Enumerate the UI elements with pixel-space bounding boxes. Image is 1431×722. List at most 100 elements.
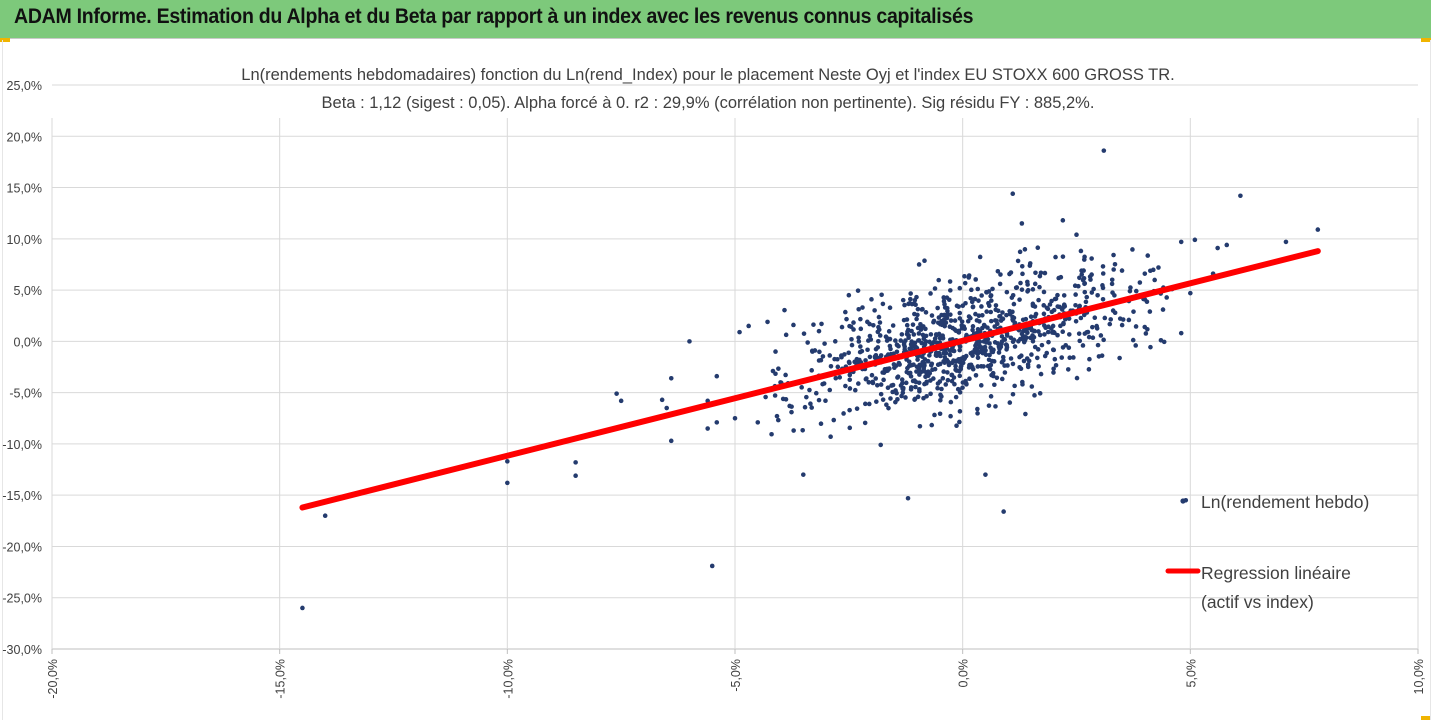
data-point: [505, 480, 510, 486]
data-point: [944, 295, 950, 300]
data-point: [1089, 272, 1094, 277]
data-point: [1062, 303, 1068, 309]
data-point: [915, 325, 921, 331]
data-point: [932, 286, 938, 291]
data-point: [1019, 287, 1025, 292]
data-point: [811, 322, 816, 327]
data-point: [775, 417, 781, 423]
data-point: [789, 404, 794, 409]
data-point: [856, 339, 862, 344]
data-point: [931, 318, 937, 324]
data-point: [835, 364, 841, 370]
data-point: [975, 364, 981, 369]
y-tick-label: -5,0%: [9, 387, 42, 401]
data-point: [1015, 258, 1021, 264]
data-point: [1049, 309, 1055, 315]
data-point: [854, 406, 860, 411]
data-point: [975, 326, 981, 332]
data-point: [1126, 317, 1132, 323]
data-point: [872, 354, 878, 359]
data-point: [960, 385, 965, 390]
data-point: [935, 385, 940, 391]
data-point: [1112, 261, 1118, 267]
data-point: [1080, 343, 1086, 348]
data-point: [954, 358, 959, 364]
x-tick-label: -10,0%: [501, 659, 515, 699]
data-point: [1148, 268, 1153, 274]
data-point: [975, 355, 981, 361]
y-tick-label: 25,0%: [7, 79, 42, 93]
data-point: [1020, 271, 1025, 277]
data-point: [881, 370, 887, 375]
data-point: [916, 338, 921, 343]
data-point: [1131, 309, 1136, 314]
data-point: [1130, 247, 1135, 252]
data-point: [874, 399, 879, 404]
data-point: [905, 495, 911, 501]
data-point: [1082, 331, 1088, 336]
data-point: [1111, 267, 1116, 272]
data-point: [962, 274, 967, 279]
data-point: [936, 277, 942, 283]
data-point: [668, 375, 674, 381]
data-point: [1017, 364, 1022, 370]
data-point: [1037, 332, 1043, 338]
data-point: [1086, 334, 1092, 340]
data-point: [1024, 335, 1029, 340]
data-point: [801, 472, 806, 477]
data-point: [1016, 338, 1021, 344]
data-point: [1076, 283, 1081, 289]
data-point: [998, 318, 1004, 323]
data-point: [1147, 309, 1153, 314]
data-point: [877, 333, 883, 338]
y-tick-label: 0,0%: [14, 335, 43, 349]
data-point: [988, 293, 993, 299]
corner-mark-bottom-right: [1421, 716, 1431, 720]
data-point: [943, 320, 949, 326]
data-point: [908, 296, 913, 302]
data-point: [891, 351, 896, 356]
data-point: [939, 312, 944, 318]
data-point: [973, 277, 979, 282]
data-point: [957, 310, 963, 316]
data-point: [828, 363, 834, 369]
data-point: [1092, 315, 1098, 321]
data-point: [1004, 312, 1009, 318]
data-point: [1067, 332, 1072, 337]
data-point: [1081, 268, 1086, 273]
data-point: [975, 411, 980, 416]
data-point: [879, 292, 884, 298]
data-point: [833, 375, 839, 381]
data-point: [1019, 353, 1024, 358]
data-point: [911, 332, 917, 337]
data-point: [945, 377, 951, 383]
data-point: [1010, 309, 1015, 315]
data-point: [614, 391, 619, 396]
data-point: [876, 314, 882, 320]
data-point: [1010, 391, 1016, 397]
data-point: [960, 380, 966, 385]
data-point: [880, 301, 886, 307]
data-point: [931, 376, 936, 381]
data-point: [914, 316, 919, 322]
data-point: [865, 347, 870, 353]
data-point: [1100, 271, 1106, 276]
data-point: [967, 376, 972, 381]
data-point: [995, 321, 1000, 327]
data-point: [1108, 317, 1114, 322]
x-tick-label: -15,0%: [274, 659, 288, 699]
data-point: [870, 379, 875, 385]
chart-title-line1: Ln(rendements hebdomadaires) fonction du…: [241, 66, 1174, 84]
data-point: [948, 399, 954, 405]
data-point: [988, 318, 994, 324]
data-point: [1023, 411, 1028, 417]
data-point: [995, 269, 1001, 274]
data-point: [957, 316, 963, 321]
data-point: [970, 327, 975, 333]
y-tick-label: -30,0%: [2, 643, 42, 657]
data-point: [1188, 290, 1193, 296]
data-point: [855, 288, 861, 293]
data-point: [1164, 295, 1169, 300]
data-point: [909, 339, 915, 344]
data-point: [1100, 264, 1106, 269]
